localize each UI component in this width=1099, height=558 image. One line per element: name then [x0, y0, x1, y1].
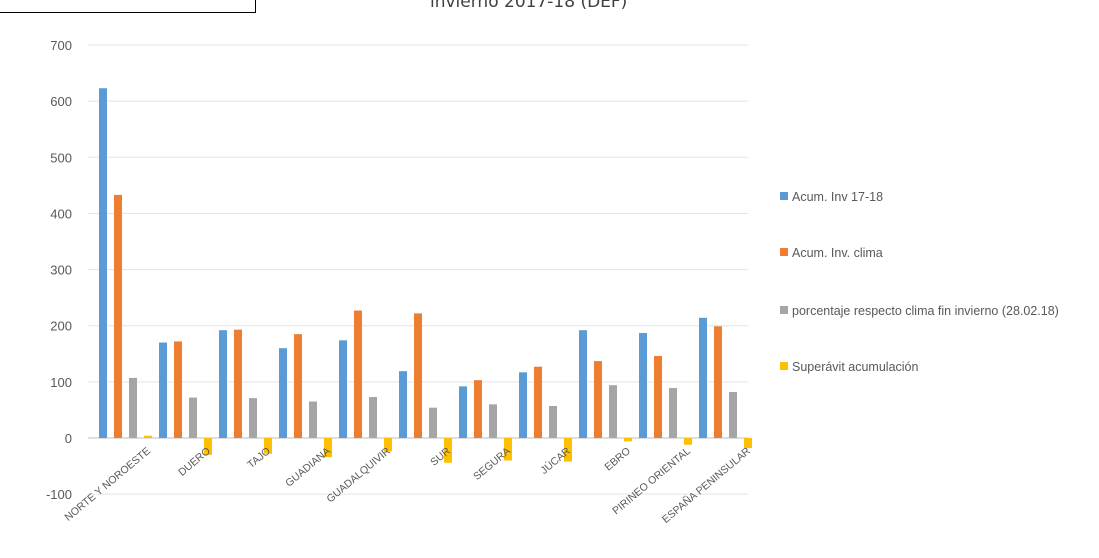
- y-tick-label: 600: [50, 94, 72, 109]
- legend-item-acum-clima: Acum. Inv. clima: [780, 244, 883, 262]
- bar: [159, 342, 167, 438]
- y-tick-label: 700: [50, 38, 72, 53]
- bar: [174, 341, 182, 438]
- bar: [129, 377, 137, 438]
- bar: [309, 401, 317, 438]
- bar: [579, 330, 587, 438]
- legend-label: porcentaje respecto clima fin invierno (…: [792, 304, 1059, 318]
- bar: [684, 438, 692, 445]
- bar: [324, 438, 332, 458]
- bar: [489, 404, 497, 438]
- chart-title: invierno 2017-18 (DEF): [430, 0, 628, 12]
- bar: [369, 397, 377, 438]
- y-tick-label: 400: [50, 206, 72, 221]
- bar: [444, 438, 452, 463]
- x-tick-label: GUADALQUIVIR: [324, 445, 393, 505]
- title-box: [0, 0, 256, 13]
- bar: [114, 194, 122, 438]
- legend-swatch-orange: [780, 248, 788, 256]
- y-tick-label: 100: [50, 375, 72, 390]
- legend-label: Acum. Inv. clima: [792, 246, 883, 260]
- bar: [564, 438, 572, 462]
- bar: [699, 317, 707, 438]
- bar: [714, 326, 722, 438]
- bar: [504, 438, 512, 461]
- bar: [549, 405, 557, 438]
- bar: [729, 391, 737, 438]
- bar: [594, 361, 602, 438]
- bar: [654, 356, 662, 438]
- bar: [354, 310, 362, 438]
- y-tick-label: 500: [50, 150, 72, 165]
- bar: [189, 397, 197, 438]
- legend-item-acum-inv: Acum. Inv 17-18: [780, 188, 883, 206]
- x-tick-label: SEGURA: [471, 445, 513, 483]
- y-tick-label: 200: [50, 319, 72, 334]
- bar: [399, 371, 407, 438]
- bar: [234, 329, 242, 438]
- bar: [429, 407, 437, 438]
- legend-swatch-yellow: [780, 362, 788, 370]
- bar: [279, 348, 287, 438]
- bar: [264, 438, 272, 454]
- x-tick-label: DUERO: [176, 445, 213, 479]
- bar: [519, 372, 527, 438]
- legend-swatch-gray: [780, 306, 788, 314]
- bar: [624, 438, 632, 442]
- legend-item-superavit: Superávit acumulación: [780, 358, 918, 376]
- bar: [669, 388, 677, 438]
- legend-label: Acum. Inv 17-18: [792, 190, 884, 204]
- y-tick-label: 0: [65, 431, 72, 446]
- bar: [609, 385, 617, 438]
- bar: [294, 334, 302, 438]
- x-tick-label: GUADIANA: [283, 445, 333, 489]
- bar: [204, 438, 212, 455]
- bar: [339, 340, 347, 438]
- y-tick-label: -100: [46, 487, 72, 502]
- x-tick-label: EBRO: [602, 445, 633, 473]
- y-tick-label: 300: [50, 263, 72, 278]
- bar: [639, 333, 647, 438]
- bar: [459, 386, 467, 438]
- x-tick-label: NORTE Y NOROESTE: [63, 445, 153, 524]
- legend-swatch-blue: [780, 192, 788, 200]
- legend-item-porcentaje: porcentaje respecto clima fin invierno (…: [780, 302, 1080, 320]
- bar: [384, 438, 392, 452]
- legend-label: Superávit acumulación: [792, 360, 919, 374]
- bar: [219, 330, 227, 438]
- bar: [474, 380, 482, 438]
- bar: [99, 88, 107, 438]
- bar: [249, 398, 257, 438]
- bar: [744, 438, 752, 449]
- bar: [144, 435, 152, 438]
- bar: [534, 366, 542, 438]
- bar: [414, 313, 422, 438]
